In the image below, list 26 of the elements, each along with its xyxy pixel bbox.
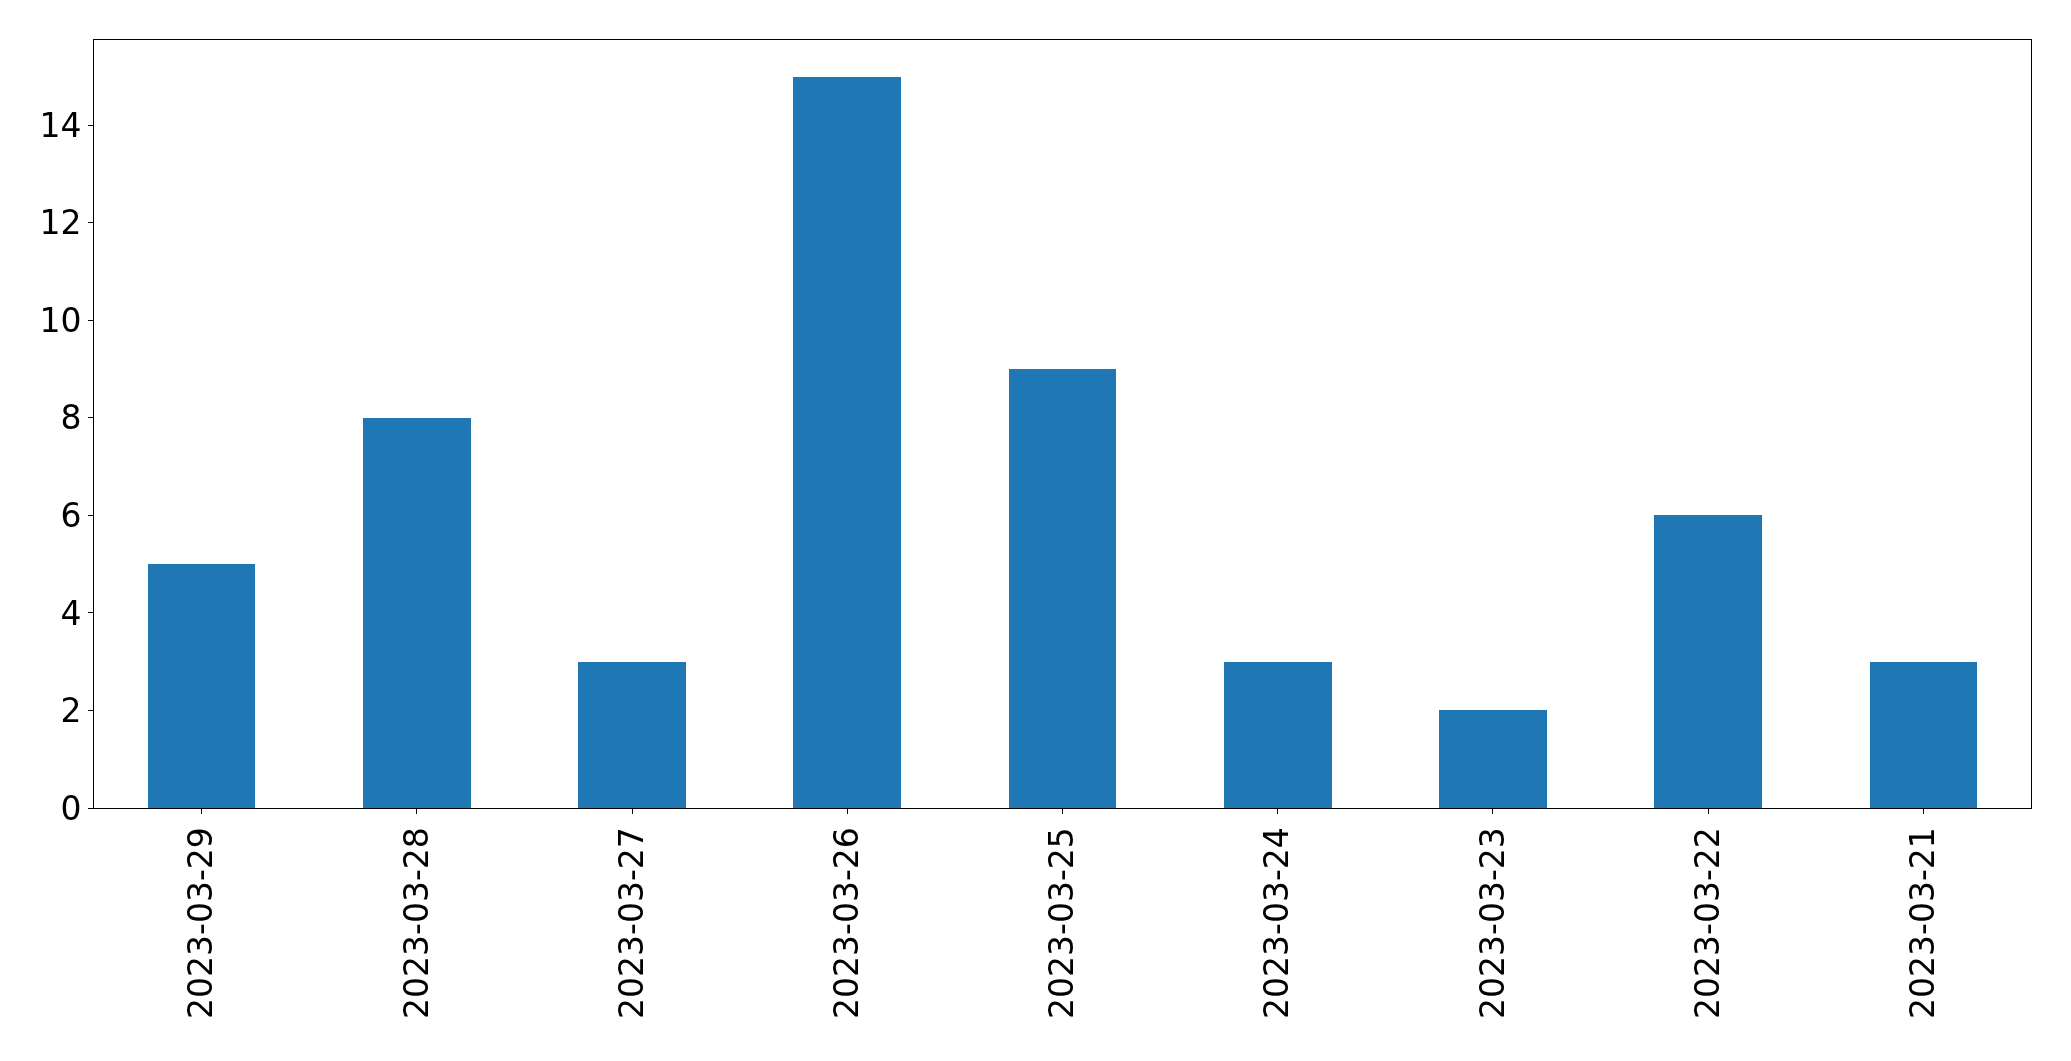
y-tick-label: 6 xyxy=(60,495,82,535)
x-tick-label: 2023-03-23 xyxy=(1472,827,1512,1019)
x-tick-label: 2023-03-21 xyxy=(1903,827,1943,1019)
x-tick-label: 2023-03-25 xyxy=(1042,827,1082,1019)
y-tick-label: 10 xyxy=(39,300,82,340)
bar xyxy=(793,77,901,808)
bar xyxy=(1870,662,1977,808)
x-tick-label: 2023-03-28 xyxy=(396,827,436,1019)
y-tick-label: 2 xyxy=(60,691,82,731)
bar xyxy=(1654,515,1762,808)
bar xyxy=(578,662,686,808)
bar xyxy=(1224,662,1332,808)
bar xyxy=(1009,369,1116,808)
y-tick-label: 4 xyxy=(60,593,82,633)
bar xyxy=(363,418,471,808)
y-tick-label: 12 xyxy=(39,203,82,243)
bar xyxy=(148,564,255,808)
y-tick-label: 8 xyxy=(60,398,82,438)
y-tick-label: 0 xyxy=(60,788,82,828)
bar xyxy=(1439,710,1547,808)
x-tick-label: 2023-03-27 xyxy=(611,827,651,1019)
x-tick-label: 2023-03-22 xyxy=(1687,827,1727,1019)
x-tick-label: 2023-03-26 xyxy=(827,827,867,1019)
x-tick-label: 2023-03-29 xyxy=(181,827,221,1019)
x-tick-label: 2023-03-24 xyxy=(1257,827,1297,1019)
y-tick-label: 14 xyxy=(39,105,82,145)
